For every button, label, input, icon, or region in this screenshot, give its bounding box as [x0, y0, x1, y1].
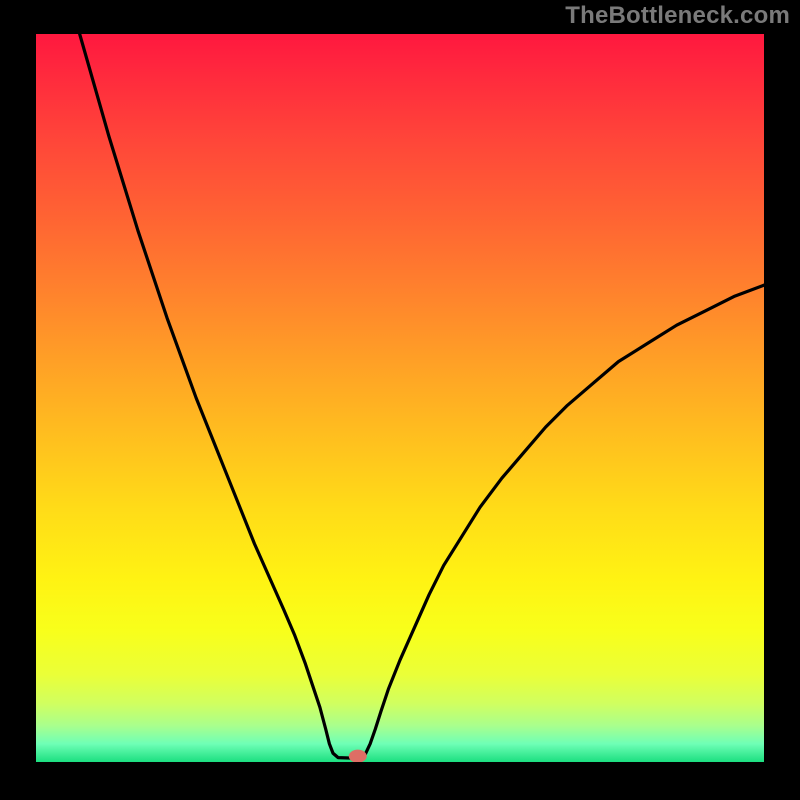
gradient-background [36, 34, 764, 762]
bottleneck-chart [0, 0, 800, 800]
watermark-text: TheBottleneck.com [565, 2, 790, 30]
figure-container: TheBottleneck.com [0, 0, 800, 800]
optimal-point-marker [349, 750, 367, 763]
